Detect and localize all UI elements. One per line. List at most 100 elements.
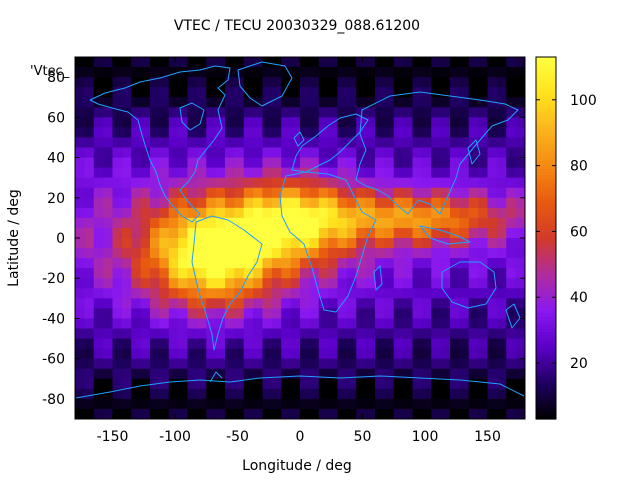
heatmap-cell	[506, 288, 517, 299]
heatmap-cell	[75, 197, 85, 209]
heatmap-cell	[431, 127, 442, 139]
heatmap-cell	[215, 157, 226, 169]
heatmap-cell	[150, 137, 160, 149]
heatmap-cell	[290, 157, 301, 169]
heatmap-cell	[253, 368, 264, 380]
heatmap-cell	[412, 258, 423, 269]
heatmap-cell	[121, 137, 132, 149]
colorbar-segment	[536, 361, 556, 366]
colorbar-segment	[536, 244, 556, 248]
colorbar-segment	[536, 409, 556, 414]
heatmap-cell	[93, 87, 104, 98]
heatmap-cell	[346, 338, 357, 350]
heatmap-cell	[496, 77, 507, 88]
heatmap-cell	[131, 57, 142, 68]
heatmap-cell	[84, 77, 95, 88]
heatmap-cell	[75, 77, 85, 88]
heatmap-cell	[478, 177, 489, 189]
heatmap-cell	[450, 57, 460, 68]
heatmap-cell	[215, 167, 226, 179]
heatmap-cell	[365, 238, 376, 249]
heatmap-cell	[412, 378, 423, 390]
heatmap-cell	[253, 358, 264, 370]
heatmap-cell	[281, 157, 292, 169]
heatmap-cell	[328, 248, 339, 259]
heatmap-cell	[412, 318, 423, 330]
heatmap-cell	[309, 177, 320, 189]
heatmap-cell	[421, 268, 432, 279]
heatmap-cell	[384, 378, 395, 390]
heatmap-cell	[103, 157, 114, 169]
heatmap-cell	[150, 87, 160, 98]
heatmap-cell	[506, 57, 517, 68]
heatmap-cell	[300, 348, 310, 360]
heatmap-cells	[75, 57, 525, 419]
colorbar-segment	[536, 225, 556, 230]
heatmap-cell	[487, 77, 498, 88]
heatmap-cell	[215, 288, 226, 299]
heatmap-cell	[159, 368, 170, 380]
heatmap-cell	[131, 378, 142, 390]
heatmap-cell	[487, 147, 498, 159]
heatmap-cell	[121, 77, 132, 88]
colorbar-segment	[536, 84, 556, 88]
heatmap-cell	[328, 67, 339, 78]
heatmap-cell	[93, 248, 104, 259]
heatmap-cell	[103, 388, 114, 400]
heatmap-cell	[121, 117, 132, 128]
heatmap-cell	[478, 77, 489, 88]
heatmap-cell	[178, 147, 189, 159]
heatmap-cell	[337, 217, 348, 229]
heatmap-cell	[356, 187, 367, 199]
heatmap-cell	[496, 308, 507, 320]
heatmap-cell	[375, 408, 385, 419]
heatmap-cell	[412, 157, 423, 169]
heatmap-cell	[168, 388, 179, 400]
heatmap-cell	[178, 167, 189, 179]
heatmap-cell	[346, 67, 357, 78]
heatmap-cell	[225, 378, 235, 390]
heatmap-cell	[103, 187, 114, 199]
heatmap-cell	[421, 298, 432, 309]
heatmap-cell	[121, 258, 132, 269]
heatmap-cell	[440, 278, 451, 289]
heatmap-cell	[496, 298, 507, 309]
heatmap-cell	[384, 318, 395, 330]
heatmap-cell	[234, 167, 245, 179]
colorbar-segment	[536, 114, 556, 118]
heatmap-cell	[328, 408, 339, 419]
heatmap-cell	[496, 87, 507, 98]
heatmap-cell	[346, 408, 357, 419]
heatmap-cell	[187, 308, 198, 320]
heatmap-cell	[431, 388, 442, 400]
heatmap-cell	[300, 398, 310, 410]
heatmap-cell	[103, 177, 114, 189]
heatmap-cell	[253, 117, 264, 128]
colorbar-segment	[536, 96, 556, 100]
heatmap-cell	[84, 87, 95, 98]
heatmap-cell	[337, 248, 348, 259]
heatmap-cell	[356, 388, 367, 400]
heatmap-cell	[243, 177, 254, 189]
heatmap-cell	[290, 77, 301, 88]
heatmap-cell	[384, 288, 395, 299]
heatmap-cell	[393, 388, 404, 400]
heatmap-cell	[431, 137, 442, 149]
heatmap-cell	[346, 358, 357, 370]
heatmap-cell	[459, 298, 470, 309]
heatmap-cell	[346, 378, 357, 390]
heatmap-cell	[112, 278, 123, 289]
heatmap-cell	[440, 227, 451, 239]
heatmap-cell	[468, 268, 479, 279]
heatmap-cell	[121, 408, 132, 419]
colorbar-segment	[536, 316, 556, 321]
heatmap-cell	[215, 227, 226, 239]
heatmap-cell	[159, 258, 170, 269]
heatmap-cell	[206, 258, 217, 269]
heatmap-cell	[243, 117, 254, 128]
heatmap-cell	[131, 77, 142, 88]
heatmap-cell	[196, 147, 207, 159]
colorbar-segment	[536, 117, 556, 121]
heatmap-cell	[328, 318, 339, 330]
heatmap-cell	[93, 398, 104, 410]
